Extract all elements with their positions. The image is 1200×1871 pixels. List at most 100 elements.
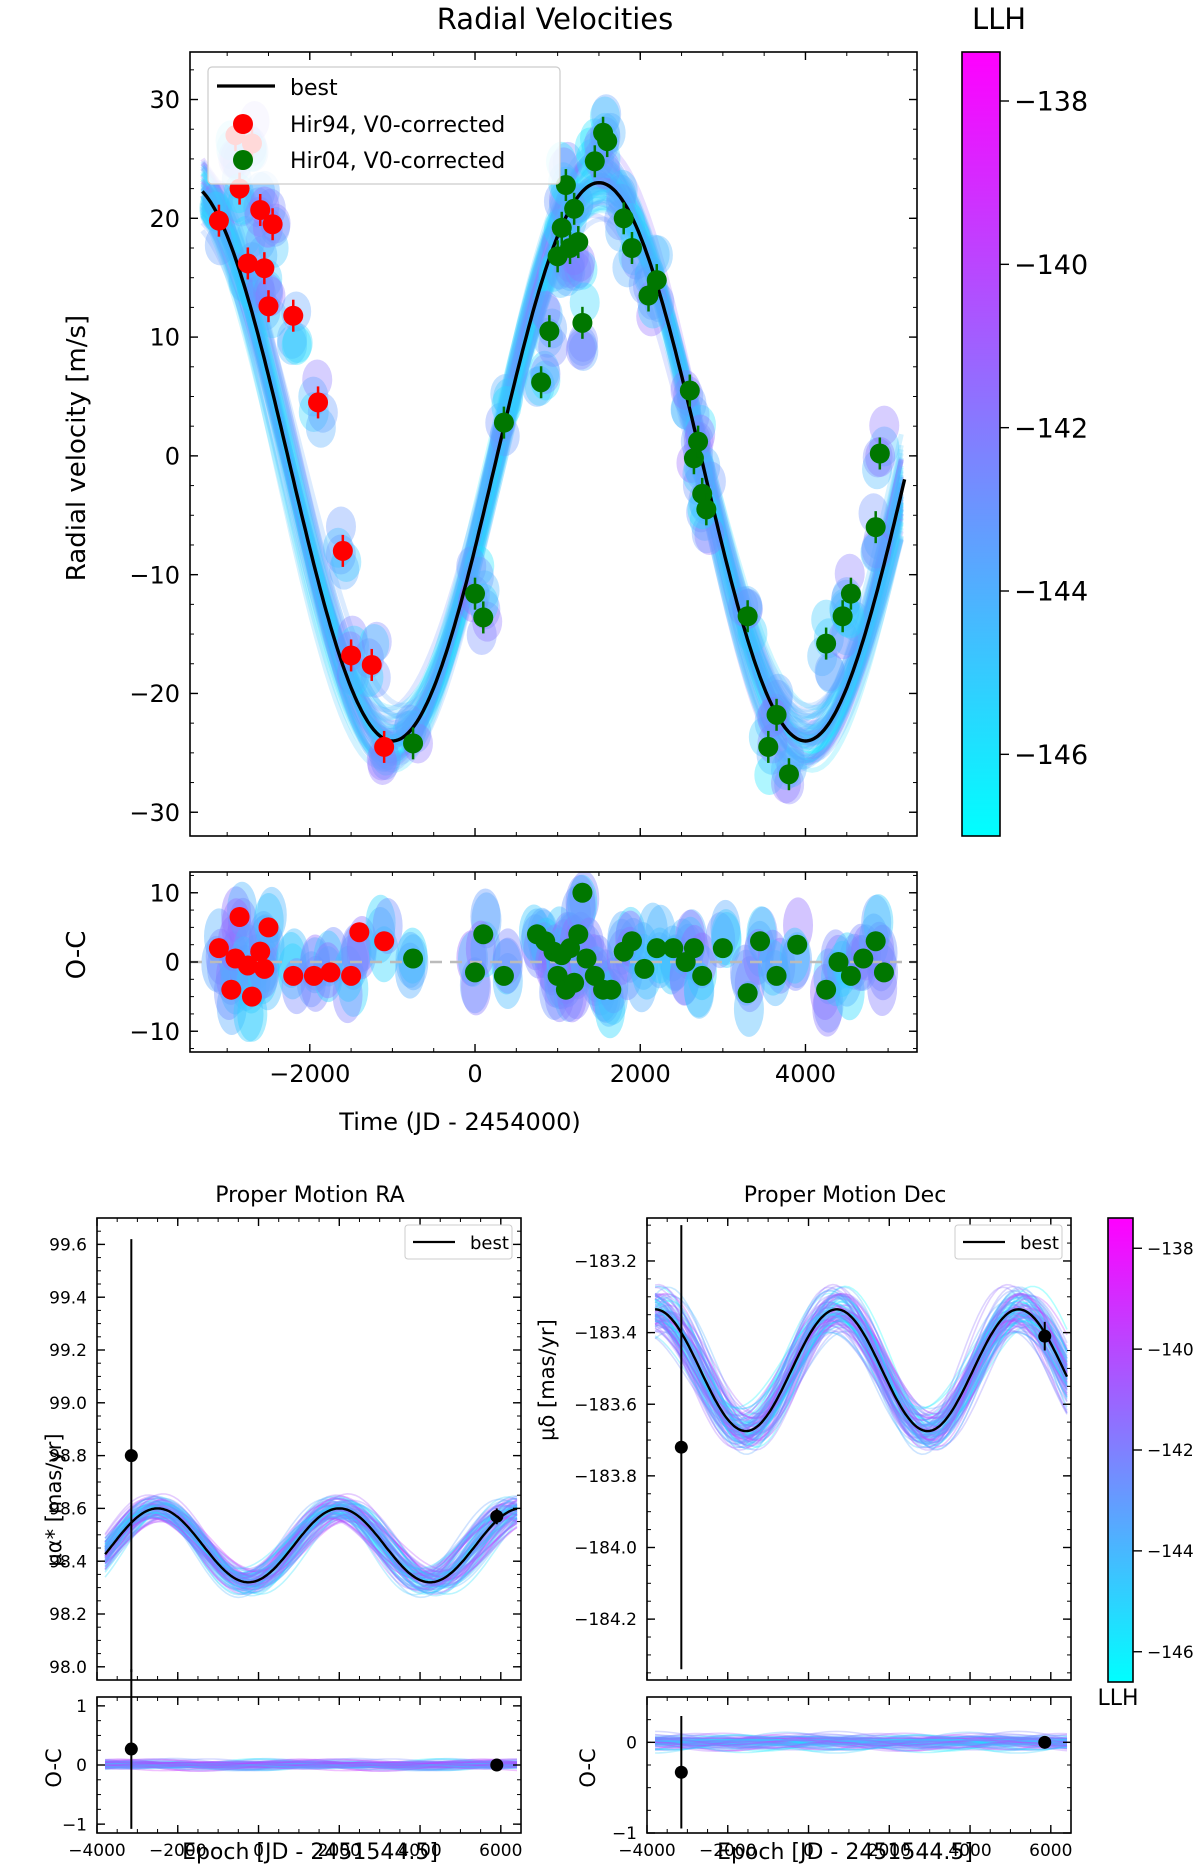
- pm-ra-oc-posterior-curve: [105, 1763, 518, 1772]
- pm-dec-oc-posterior-curve: [654, 1732, 1068, 1747]
- rv-posterior-blob: [235, 218, 266, 259]
- pm-ra-posterior-curve: [104, 1513, 518, 1589]
- rv-title: Radial Velocities: [437, 2, 673, 36]
- colorbar-bottom-tick-label: −138: [1147, 1239, 1194, 1259]
- rv-oc-point-hir94: [229, 907, 250, 927]
- pm-dec-oc-posterior-curve: [655, 1739, 1068, 1749]
- pm-dec-posterior-curve: [654, 1285, 1068, 1439]
- pm-ra-oc-point: [490, 1758, 504, 1772]
- pm-ra-oc-posterior-curve: [105, 1760, 518, 1770]
- pm-dec-oc-posterior-curves: [654, 1730, 1068, 1754]
- pm-dec-posterior-curve: [654, 1306, 1068, 1449]
- pm-dec-oc-xtick-label: −2000: [699, 1841, 757, 1861]
- pm-ra-posterior-curve: [104, 1513, 518, 1588]
- pm-dec-posterior-curve: [654, 1305, 1068, 1422]
- rv-posterior-blob: [361, 621, 392, 662]
- rv-posterior-blob: [869, 405, 900, 446]
- rv-point-hir04: [539, 321, 560, 342]
- rv-point-hir04: [638, 285, 659, 306]
- rv-posterior-blob: [203, 180, 234, 221]
- legend-best-label: best: [290, 76, 338, 101]
- pm-dec-oc-posterior-curve: [655, 1737, 1068, 1740]
- pm-ra-posterior-curve: [104, 1495, 517, 1585]
- rv-posterior-blob: [606, 174, 637, 215]
- rv-posterior-curve: [200, 156, 904, 761]
- rv-oc-point-hir94: [349, 922, 370, 943]
- pm-dec-oc-posterior-curve: [655, 1737, 1067, 1741]
- pm-ra-posterior-curve: [104, 1502, 518, 1589]
- pm-dec-posterior-curve: [654, 1296, 1068, 1435]
- rv-oc-point-hir04: [646, 938, 667, 959]
- rv-oc-point-hir04: [787, 934, 808, 955]
- pm-ra-oc-posterior-curve: [105, 1758, 518, 1769]
- pm-ra-posterior-curve: [104, 1515, 518, 1574]
- rv-xlabel: Time (JD - 2454000): [338, 1108, 580, 1136]
- pm-dec-point: [674, 1440, 688, 1454]
- pm-ra-point: [490, 1509, 504, 1523]
- pm-dec-posterior-curve: [654, 1307, 1068, 1437]
- rv-posterior-blob: [552, 256, 583, 297]
- pm-dec-posterior-curve: [654, 1322, 1068, 1427]
- pm-ra-oc-posterior-curve: [105, 1761, 517, 1764]
- rv-point-hir94: [258, 296, 279, 317]
- pm-dec-oc-posterior-curve: [655, 1739, 1068, 1742]
- rv-oc-xtick-label: 0: [467, 1060, 482, 1088]
- pm-ra-legend-label: best: [470, 1233, 509, 1254]
- rv-point-hir04: [688, 431, 709, 452]
- rv-oc-point-hir04: [873, 962, 894, 983]
- colorbar-top-tick-label: −138: [1014, 87, 1088, 118]
- pm-ra-posterior-curve: [104, 1509, 518, 1577]
- pm-ra-posterior-curve: [104, 1515, 518, 1575]
- rv-oc-point-hir04: [692, 965, 713, 986]
- pm-dec-oc-posterior-curve: [655, 1742, 1067, 1746]
- pm-ra-ytick-label: 98.0: [49, 1658, 87, 1678]
- pm-dec-oc-posterior-curve: [655, 1741, 1068, 1746]
- pm-ra-oc-posterior-curve: [105, 1757, 518, 1769]
- pm-dec-posterior-curve: [654, 1301, 1068, 1437]
- pm-ra-posterior-curve: [104, 1508, 518, 1583]
- pm-ra-posterior-curve: [104, 1502, 518, 1582]
- rv-posterior-blob: [281, 325, 312, 366]
- pm-dec-posterior-curve: [654, 1330, 1068, 1426]
- pm-ra-oc-ytick-label: 1: [76, 1697, 87, 1717]
- colorbar-bottom-tick-label: −146: [1147, 1643, 1194, 1663]
- pm-dec-oc-posterior-curve: [655, 1742, 1068, 1745]
- rv-posterior-blob: [568, 330, 599, 371]
- colorbar-bottom-tick-label: −140: [1147, 1340, 1194, 1360]
- rv-oc-point-hir94: [374, 931, 395, 952]
- pm-ra-posterior-curve: [104, 1516, 518, 1575]
- pm-ra-posterior-curve: [104, 1515, 518, 1588]
- rv-oc-point-hir94: [320, 962, 341, 983]
- rv-best-line: [201, 180, 907, 743]
- pm-dec-posterior-curve: [655, 1310, 1068, 1439]
- pm-ra-posterior-curve: [104, 1511, 518, 1574]
- pm-ra-oc-posterior-curve: [105, 1763, 517, 1767]
- pm-dec-oc-posterior-curve: [655, 1736, 1068, 1741]
- pm-ra-oc-posterior-curve: [105, 1765, 518, 1768]
- pm-dec-posterior-curve: [654, 1286, 1068, 1439]
- pm-dec-point: [1038, 1329, 1052, 1343]
- rv-point-hir04: [816, 633, 837, 654]
- rv-oc-point-hir04: [663, 938, 684, 959]
- pm-ra-oc-posterior-curve: [105, 1765, 517, 1768]
- rv-posterior-curve: [200, 149, 904, 764]
- rv-ylabel: Radial velocity [m/s]: [62, 315, 92, 581]
- pm-dec-posterior-curve: [654, 1297, 1068, 1449]
- rv-posterior-curve: [201, 204, 904, 720]
- rv-ytick-label: 10: [149, 324, 180, 352]
- pm-dec-oc-posterior-curve: [654, 1734, 1068, 1749]
- pm-ra-legend: [404, 1224, 513, 1260]
- pm-ra-oc-xtick-label: 6000: [479, 1841, 522, 1861]
- rv-posterior-curve: [200, 148, 904, 765]
- pm-dec-posterior-curve: [654, 1307, 1068, 1422]
- rv-point-hir94: [208, 210, 229, 231]
- rv-oc-xtick-label: −2000: [269, 1060, 350, 1088]
- pm-dec-oc-posterior-curve: [655, 1733, 1068, 1744]
- pm-ra-oc-posterior-curve: [105, 1758, 518, 1768]
- rv-oc-point-hir04: [766, 965, 787, 986]
- pm-dec-oc-posterior-curve: [654, 1731, 1068, 1747]
- rv-posterior-blob: [754, 754, 785, 795]
- pm-dec-ytick-label: −183.8: [574, 1467, 637, 1487]
- pm-dec-oc-posterior-curve: [654, 1732, 1068, 1746]
- pm-ra-oc-posterior-curve: [105, 1764, 517, 1769]
